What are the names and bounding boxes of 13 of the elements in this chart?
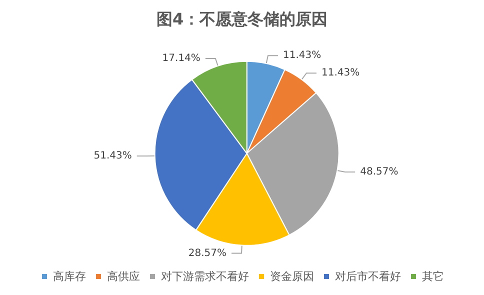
chart-title: 图4：不愿意冬储的原因 [156, 10, 328, 28]
legend-label: 高供应 [107, 270, 140, 283]
data-label: 11.43% [282, 50, 322, 62]
data-label: 51.43% [94, 150, 132, 162]
data-label: 17.14% [162, 52, 200, 64]
legend-label: 高库存 [53, 270, 86, 283]
data-label: 28.57% [188, 248, 227, 259]
legend-label: 对下游需求不看好 [161, 270, 249, 283]
legend-label: 资金原因 [270, 270, 314, 283]
data-label: 48.57% [360, 166, 398, 178]
data-label: 11.43% [321, 68, 360, 79]
legend-label: 对后市不看好 [335, 270, 401, 283]
legend-label: 其它 [422, 270, 444, 283]
